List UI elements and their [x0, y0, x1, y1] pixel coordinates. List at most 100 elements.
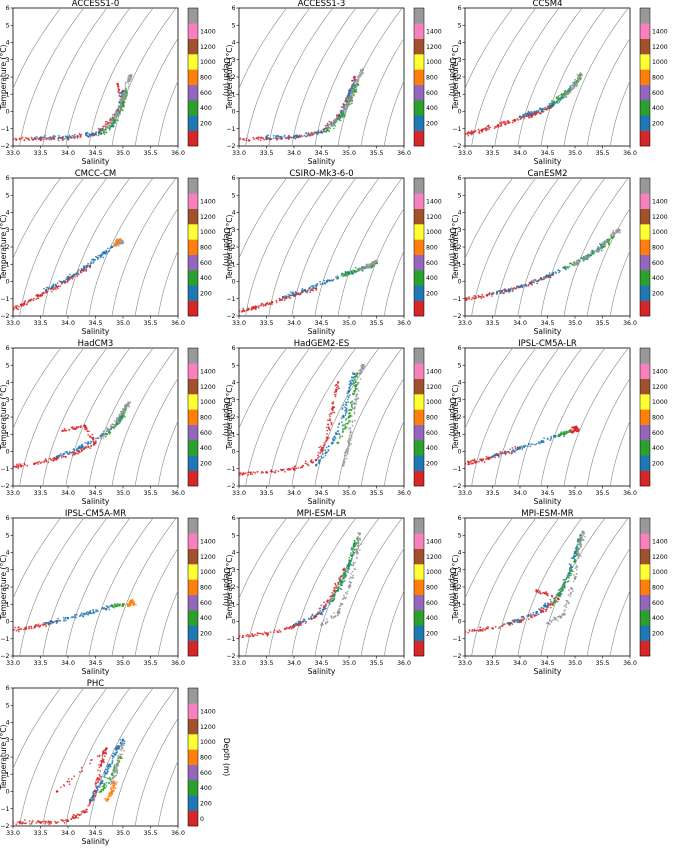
isopycnal-curve [111, 348, 177, 486]
data-point [528, 117, 531, 119]
colorbar-segment [414, 208, 424, 225]
data-point [123, 97, 126, 100]
data-point [50, 288, 53, 290]
y-tick-label: −2 [452, 313, 461, 320]
data-point [73, 451, 76, 454]
colorbar-tick-label: 400 [426, 445, 438, 452]
data-point [571, 431, 574, 434]
x-tick-label: 33.5 [260, 320, 274, 327]
data-point [299, 135, 302, 138]
data-point [239, 309, 241, 313]
data-point [42, 287, 45, 290]
data-point [114, 421, 117, 424]
data-point [107, 428, 110, 431]
data-point [333, 411, 336, 414]
x-axis-label: Salinity [308, 327, 336, 336]
data-point [523, 117, 526, 120]
data-point [351, 102, 353, 105]
data-point [301, 291, 304, 294]
data-point [69, 136, 72, 138]
data-point [361, 270, 364, 272]
data-point [483, 461, 486, 464]
data-point [108, 121, 111, 124]
data-point [360, 370, 363, 372]
data-point [479, 626, 482, 629]
data-point [532, 111, 534, 114]
data-point [305, 620, 308, 623]
data-point [512, 449, 515, 451]
data-point [317, 459, 320, 461]
data-point [16, 307, 18, 310]
colorbar-tick-label: 1400 [200, 369, 216, 376]
data-point [125, 92, 128, 95]
data-point [278, 297, 281, 300]
data-point [51, 285, 54, 287]
data-point [347, 93, 351, 96]
data-point [482, 457, 485, 460]
data-point [242, 307, 245, 310]
isopycnal-lines [239, 348, 404, 486]
data-point [343, 458, 346, 460]
x-tick-label: 33.0 [232, 320, 246, 327]
data-point [336, 441, 340, 445]
isopycnal-curve [383, 250, 404, 316]
data-point [351, 79, 354, 82]
data-point [117, 107, 120, 110]
y-tick-label: 2 [232, 414, 236, 421]
data-point [310, 285, 313, 288]
colorbar-segment [188, 130, 198, 147]
data-point [13, 465, 15, 469]
data-point [71, 426, 74, 428]
colorbar-label: Depth (m) [222, 398, 231, 436]
data-point [511, 447, 514, 449]
data-point [58, 280, 61, 283]
data-point [582, 258, 585, 261]
data-point [30, 627, 33, 630]
colorbar-tick-label: 200 [652, 291, 664, 298]
data-point [504, 290, 506, 293]
scatter-layer [13, 401, 132, 470]
data-point [242, 138, 245, 140]
y-tick-label: 5 [6, 22, 10, 29]
data-point [19, 627, 22, 630]
data-point [520, 445, 523, 448]
isopycnal-curve [465, 178, 513, 260]
data-point [130, 76, 133, 78]
data-point [345, 402, 348, 404]
x-axis-label: Salinity [82, 497, 110, 506]
data-point [64, 281, 67, 283]
data-point [576, 83, 579, 86]
data-point [342, 580, 344, 583]
data-point [295, 467, 298, 470]
data-point [120, 418, 122, 421]
colorbar-segment [188, 548, 198, 565]
data-point [608, 243, 611, 246]
x-tick-label: 33.5 [486, 490, 500, 497]
isopycnal-curve [88, 348, 154, 486]
data-point [57, 137, 59, 140]
data-point [349, 430, 352, 432]
x-tick-label: 34.5 [315, 490, 329, 497]
data-point [351, 548, 353, 550]
data-point [353, 402, 356, 404]
data-point [21, 464, 24, 467]
isopycnal-curve [239, 518, 287, 600]
colorbar-segment [640, 409, 650, 425]
data-point [127, 604, 130, 608]
colorbar-segment [414, 300, 424, 317]
data-point [321, 622, 324, 624]
data-point [365, 266, 367, 268]
data-point [104, 129, 107, 131]
data-point [567, 266, 570, 269]
data-point [579, 260, 581, 262]
colorbar-tick-label: 400 [200, 445, 212, 452]
data-point [563, 431, 565, 434]
data-point [47, 623, 50, 626]
data-point [275, 134, 278, 137]
data-point [284, 137, 287, 140]
data-point [478, 132, 481, 135]
data-point [569, 262, 571, 265]
data-point [65, 619, 67, 622]
data-point [495, 454, 498, 457]
data-point [316, 457, 319, 459]
